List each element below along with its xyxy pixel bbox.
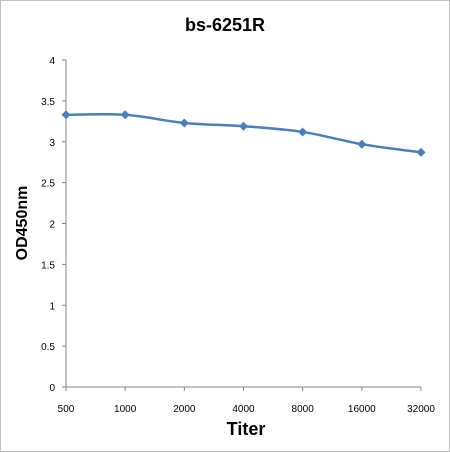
- plot-area: 0 0.5 1 1.5 2 2.5 3 3.5 4 500 1000 2000 4000 8000 160…: [41, 56, 435, 415]
- data-point-marker: [239, 121, 248, 131]
- series-layer: [61, 110, 426, 157]
- y-tick-label: 2: [49, 220, 55, 231]
- x-tick-label: 1000: [114, 404, 137, 415]
- data-point-marker: [120, 110, 130, 120]
- x-tick-label: 8000: [292, 404, 315, 415]
- x-axis-ticks: 500 1000 2000 4000 8000 16000 32000: [58, 387, 435, 415]
- y-tick-label: 0.5: [41, 342, 55, 353]
- y-tick-label: 1.5: [41, 260, 55, 271]
- series-line: [65, 112, 422, 154]
- data-point-marker: [61, 110, 71, 120]
- x-axis-title: Titer: [227, 419, 266, 439]
- x-tick-label: 32000: [407, 404, 435, 415]
- data-point-marker: [357, 139, 367, 149]
- y-tick-label: 3.5: [41, 97, 55, 108]
- data-point-marker: [179, 118, 189, 128]
- y-tick-label: 2.5: [41, 179, 55, 190]
- y-tick-label: 1: [49, 301, 55, 312]
- x-tick-label: 4000: [232, 404, 255, 415]
- y-axis-title: OD450nm: [14, 186, 31, 261]
- data-point-marker: [416, 147, 426, 157]
- y-tick-label: 0: [49, 383, 55, 394]
- x-tick-label: 2000: [173, 404, 196, 415]
- y-axis-ticks: 0 0.5 1 1.5 2 2.5 3 3.5 4: [41, 56, 66, 394]
- y-tick-label: 4: [49, 56, 55, 67]
- x-tick-label: 16000: [348, 404, 376, 415]
- y-tick-label: 3: [49, 138, 55, 149]
- chart-title: bs-6251R: [185, 15, 265, 35]
- x-tick-label: 500: [58, 404, 75, 415]
- data-point-marker: [298, 127, 308, 137]
